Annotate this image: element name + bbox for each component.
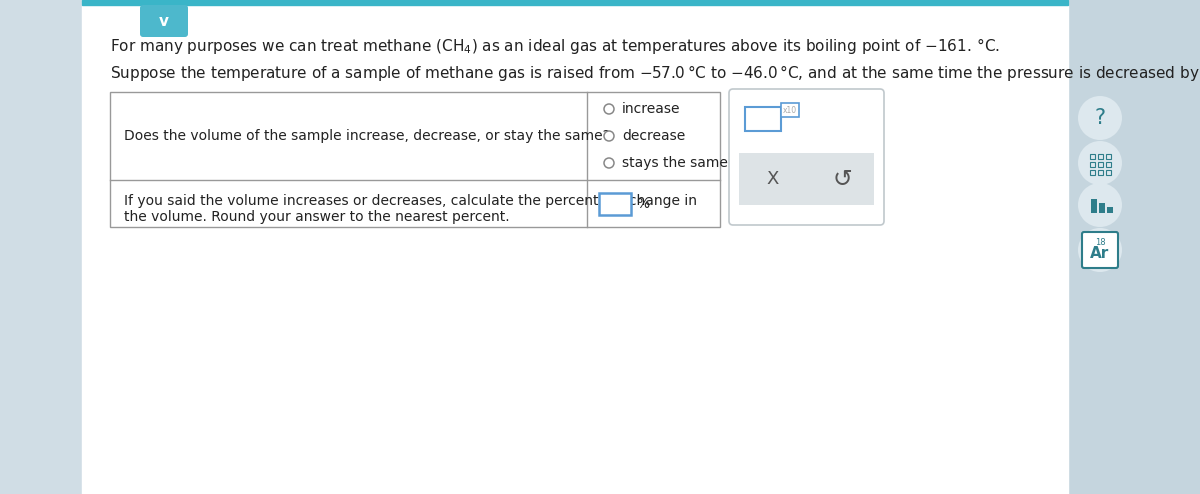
Circle shape — [1078, 228, 1122, 272]
Circle shape — [604, 131, 614, 141]
Bar — [1108, 207, 1114, 213]
Text: increase: increase — [622, 102, 680, 116]
Circle shape — [1078, 141, 1122, 185]
FancyBboxPatch shape — [745, 107, 781, 131]
Bar — [0, 0, 82, 494]
Bar — [110, 92, 720, 227]
Bar — [1098, 154, 1103, 159]
FancyBboxPatch shape — [140, 5, 188, 37]
Text: %: % — [636, 197, 649, 211]
FancyBboxPatch shape — [730, 89, 884, 225]
FancyBboxPatch shape — [1082, 232, 1118, 268]
FancyBboxPatch shape — [599, 193, 631, 215]
Bar — [82, 0, 1068, 494]
Bar — [1090, 170, 1096, 175]
Text: For many purposes we can treat methane $\left(\mathrm{CH_4}\right)$ as an ideal : For many purposes we can treat methane $… — [110, 36, 1000, 56]
Text: ?: ? — [1094, 108, 1105, 128]
Circle shape — [604, 158, 614, 168]
Text: Suppose the temperature of a sample of methane gas is raised from $-57.0\,°\math: Suppose the temperature of a sample of m… — [110, 63, 1200, 83]
Circle shape — [604, 104, 614, 114]
Bar — [1099, 203, 1105, 213]
Circle shape — [1078, 183, 1122, 227]
Text: stays the same: stays the same — [622, 156, 728, 170]
Circle shape — [1078, 96, 1122, 140]
Text: ↺: ↺ — [832, 167, 852, 191]
Text: Does the volume of the sample increase, decrease, or stay the same?: Does the volume of the sample increase, … — [124, 129, 610, 143]
FancyBboxPatch shape — [781, 103, 799, 117]
Text: Ar: Ar — [1091, 246, 1110, 260]
Text: decrease: decrease — [622, 129, 685, 143]
Bar — [1098, 170, 1103, 175]
Bar — [82, 0, 1068, 5]
Bar — [1091, 199, 1097, 213]
Text: 18: 18 — [1094, 238, 1105, 247]
Bar — [1106, 162, 1111, 167]
Bar — [1106, 170, 1111, 175]
Text: the volume. Round your answer to the nearest percent.: the volume. Round your answer to the nea… — [124, 210, 510, 224]
Bar — [739, 153, 874, 205]
Bar — [1106, 154, 1111, 159]
Text: If you said the volume increases or decreases, calculate the percentage change i: If you said the volume increases or decr… — [124, 194, 697, 208]
Bar — [1068, 0, 1200, 494]
Text: X: X — [767, 170, 779, 188]
Text: x10: x10 — [782, 106, 797, 115]
Bar — [1098, 162, 1103, 167]
Bar — [1090, 162, 1096, 167]
Text: v: v — [158, 13, 169, 29]
Bar — [1090, 154, 1096, 159]
